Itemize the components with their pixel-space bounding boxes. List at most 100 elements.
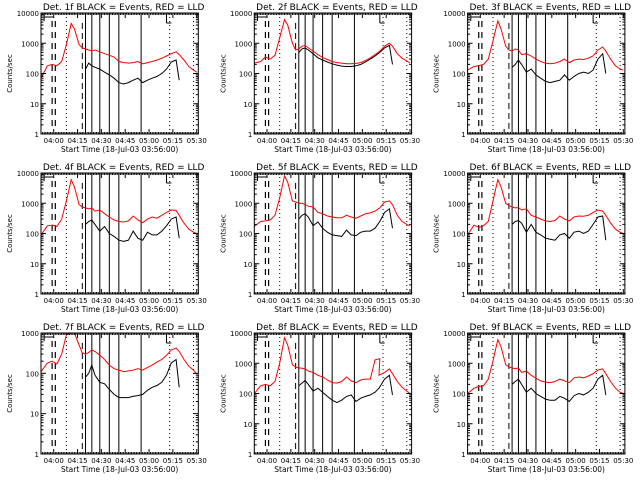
x-tick-label: 05:00: [139, 137, 159, 145]
x-tick-label: 05:15: [376, 297, 396, 305]
x-tick-label: 05:30: [400, 457, 420, 465]
x-tick-label: 04:15: [67, 457, 87, 465]
panel-title: Det. 6f BLACK = Events, RED = LLD: [469, 163, 631, 173]
series-line-events: [85, 358, 180, 399]
y-tick-label: 10: [30, 101, 39, 109]
flag-bracket: [166, 333, 172, 344]
y-tick-label: 100: [239, 391, 252, 399]
x-tick-label: 04:00: [44, 457, 64, 465]
plot-frame: [253, 332, 413, 455]
x-tick-label: 05:15: [589, 137, 609, 145]
x-tick-label: 05:00: [352, 137, 372, 145]
panel-det-8: Det. 8f BLACK = Events, RED = LLD 1 10 100 1…: [219, 323, 420, 474]
y-tick-label: 1: [248, 131, 252, 139]
flag-bracket: [379, 333, 385, 344]
panel-title: Det. 3f BLACK = Events, RED = LLD: [469, 3, 631, 13]
x-tick-label: 04:45: [542, 297, 562, 305]
y-axis-label: Counts/sec: [219, 374, 227, 413]
plot-frame: [467, 172, 626, 295]
panel-det-6: Det. 6f BLACK = Events, RED = LLD 1 10 100 1…: [433, 163, 634, 314]
series-line-lld: [467, 338, 624, 394]
x-tick-label: 04:00: [470, 137, 490, 145]
panel-det-5: Det. 5f BLACK = Events, RED = LLD 1 10 100 1…: [219, 163, 420, 314]
x-tick-label: 04:30: [305, 137, 325, 145]
series-line-events: [298, 374, 393, 404]
panel-title: Det. 7f BLACK = Events, RED = LLD: [43, 323, 205, 333]
panel-title: Det. 1f BLACK = Events, RED = LLD: [43, 3, 205, 13]
x-axis-label: Start Time (18-Jul-03 03:56:00): [274, 145, 391, 154]
y-axis-label: Counts/sec: [219, 214, 227, 253]
y-tick-label: 1000: [234, 40, 252, 48]
plot-frame: [253, 172, 413, 295]
x-tick-label: 04:45: [328, 297, 348, 305]
series-line-lld: [254, 18, 411, 65]
series-line-events: [511, 52, 607, 84]
flag-bracket: [379, 173, 385, 184]
plot-frame: [40, 12, 199, 135]
y-tick-label: 100: [239, 231, 252, 239]
x-tick-label: 04:45: [328, 457, 348, 465]
x-tick-label: 04:15: [67, 297, 87, 305]
x-tick-label: 05:00: [566, 457, 586, 465]
x-tick-label: 05:15: [163, 137, 183, 145]
x-tick-label: 05:30: [400, 297, 420, 305]
x-tick-label: 04:00: [257, 137, 277, 145]
panel-det-4: Det. 4f BLACK = Events, RED = LLD 1 10 100 1…: [6, 163, 207, 314]
x-tick-label: 04:30: [305, 297, 325, 305]
series-line-lld: [40, 22, 197, 79]
panel-det-7: Det. 7f BLACK = Events, RED = LLD 1 10 100 1…: [6, 323, 207, 474]
y-tick-label: 100: [452, 391, 465, 399]
series-line-lld: [253, 174, 411, 227]
y-tick-label: 10000: [17, 170, 39, 178]
y-axis-label: Counts/sec: [433, 214, 441, 253]
plot-frame: [467, 332, 626, 455]
x-tick-label: 04:00: [257, 297, 277, 305]
x-tick-label: 04:45: [115, 297, 135, 305]
y-tick-label: 1000: [21, 200, 39, 208]
y-tick-label: 100: [452, 71, 465, 79]
y-tick-label: 1: [248, 451, 252, 459]
x-tick-label: 04:00: [470, 297, 490, 305]
y-tick-label: 1000: [234, 360, 252, 368]
plot-frame: [40, 172, 199, 295]
x-tick-label: 04:30: [518, 137, 538, 145]
x-tick-label: 04:30: [91, 297, 111, 305]
x-tick-label: 05:30: [613, 457, 633, 465]
panel-det-3: Det. 3f BLACK = Events, RED = LLD 1 10 100 1…: [433, 3, 634, 154]
y-tick-label: 1: [248, 291, 252, 299]
x-tick-label: 04:15: [67, 137, 87, 145]
flag-bracket: [592, 333, 598, 344]
series-line-lld: [40, 178, 197, 236]
x-tick-label: 04:15: [281, 137, 301, 145]
x-axis-label: Start Time (18-Jul-03 03:56:00): [61, 305, 178, 314]
x-tick-label: 04:45: [115, 137, 135, 145]
x-axis-label: Start Time (18-Jul-03 03:56:00): [274, 305, 391, 314]
flag-bracket: [379, 13, 385, 24]
x-tick-label: 05:00: [352, 297, 372, 305]
x-tick-label: 04:30: [305, 457, 325, 465]
y-tick-label: 1: [35, 451, 39, 459]
y-tick-label: 10: [243, 421, 252, 429]
x-tick-label: 05:30: [613, 137, 633, 145]
panel-det-2: Det. 2f BLACK = Events, RED = LLD 1 10 100 1…: [219, 3, 420, 154]
y-tick-label: 100: [26, 71, 39, 79]
y-tick-label: 10000: [230, 170, 252, 178]
y-tick-label: 10000: [230, 330, 252, 338]
y-tick-label: 100: [452, 231, 465, 239]
y-tick-label: 10: [243, 101, 252, 109]
flag-bracket: [592, 173, 598, 184]
series-line-events: [511, 374, 607, 403]
x-tick-label: 05:30: [613, 297, 633, 305]
x-tick-label: 05:15: [163, 297, 183, 305]
y-tick-label: 10: [457, 101, 466, 109]
series-line-events: [85, 59, 180, 85]
y-tick-label: 1: [461, 451, 465, 459]
panel-title: Det. 9f BLACK = Events, RED = LLD: [469, 323, 631, 333]
x-axis-label: Start Time (18-Jul-03 03:56:00): [61, 145, 178, 154]
x-tick-label: 05:15: [376, 457, 396, 465]
y-tick-label: 10: [243, 261, 252, 269]
x-tick-label: 05:00: [566, 297, 586, 305]
y-tick-label: 10000: [17, 10, 39, 18]
panel-det-9: Det. 9f BLACK = Events, RED = LLD 1 10 100 1…: [433, 323, 634, 474]
flag-bracket: [166, 173, 172, 184]
